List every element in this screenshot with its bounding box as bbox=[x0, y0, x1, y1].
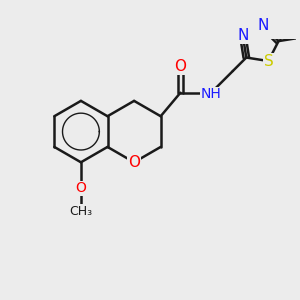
Text: O: O bbox=[76, 182, 86, 195]
Text: N: N bbox=[237, 28, 248, 43]
Text: O: O bbox=[128, 155, 140, 170]
Text: N: N bbox=[257, 18, 269, 33]
Text: O: O bbox=[174, 59, 186, 74]
Text: NH: NH bbox=[201, 87, 221, 101]
Text: CH₃: CH₃ bbox=[69, 205, 92, 218]
Text: S: S bbox=[263, 53, 273, 68]
